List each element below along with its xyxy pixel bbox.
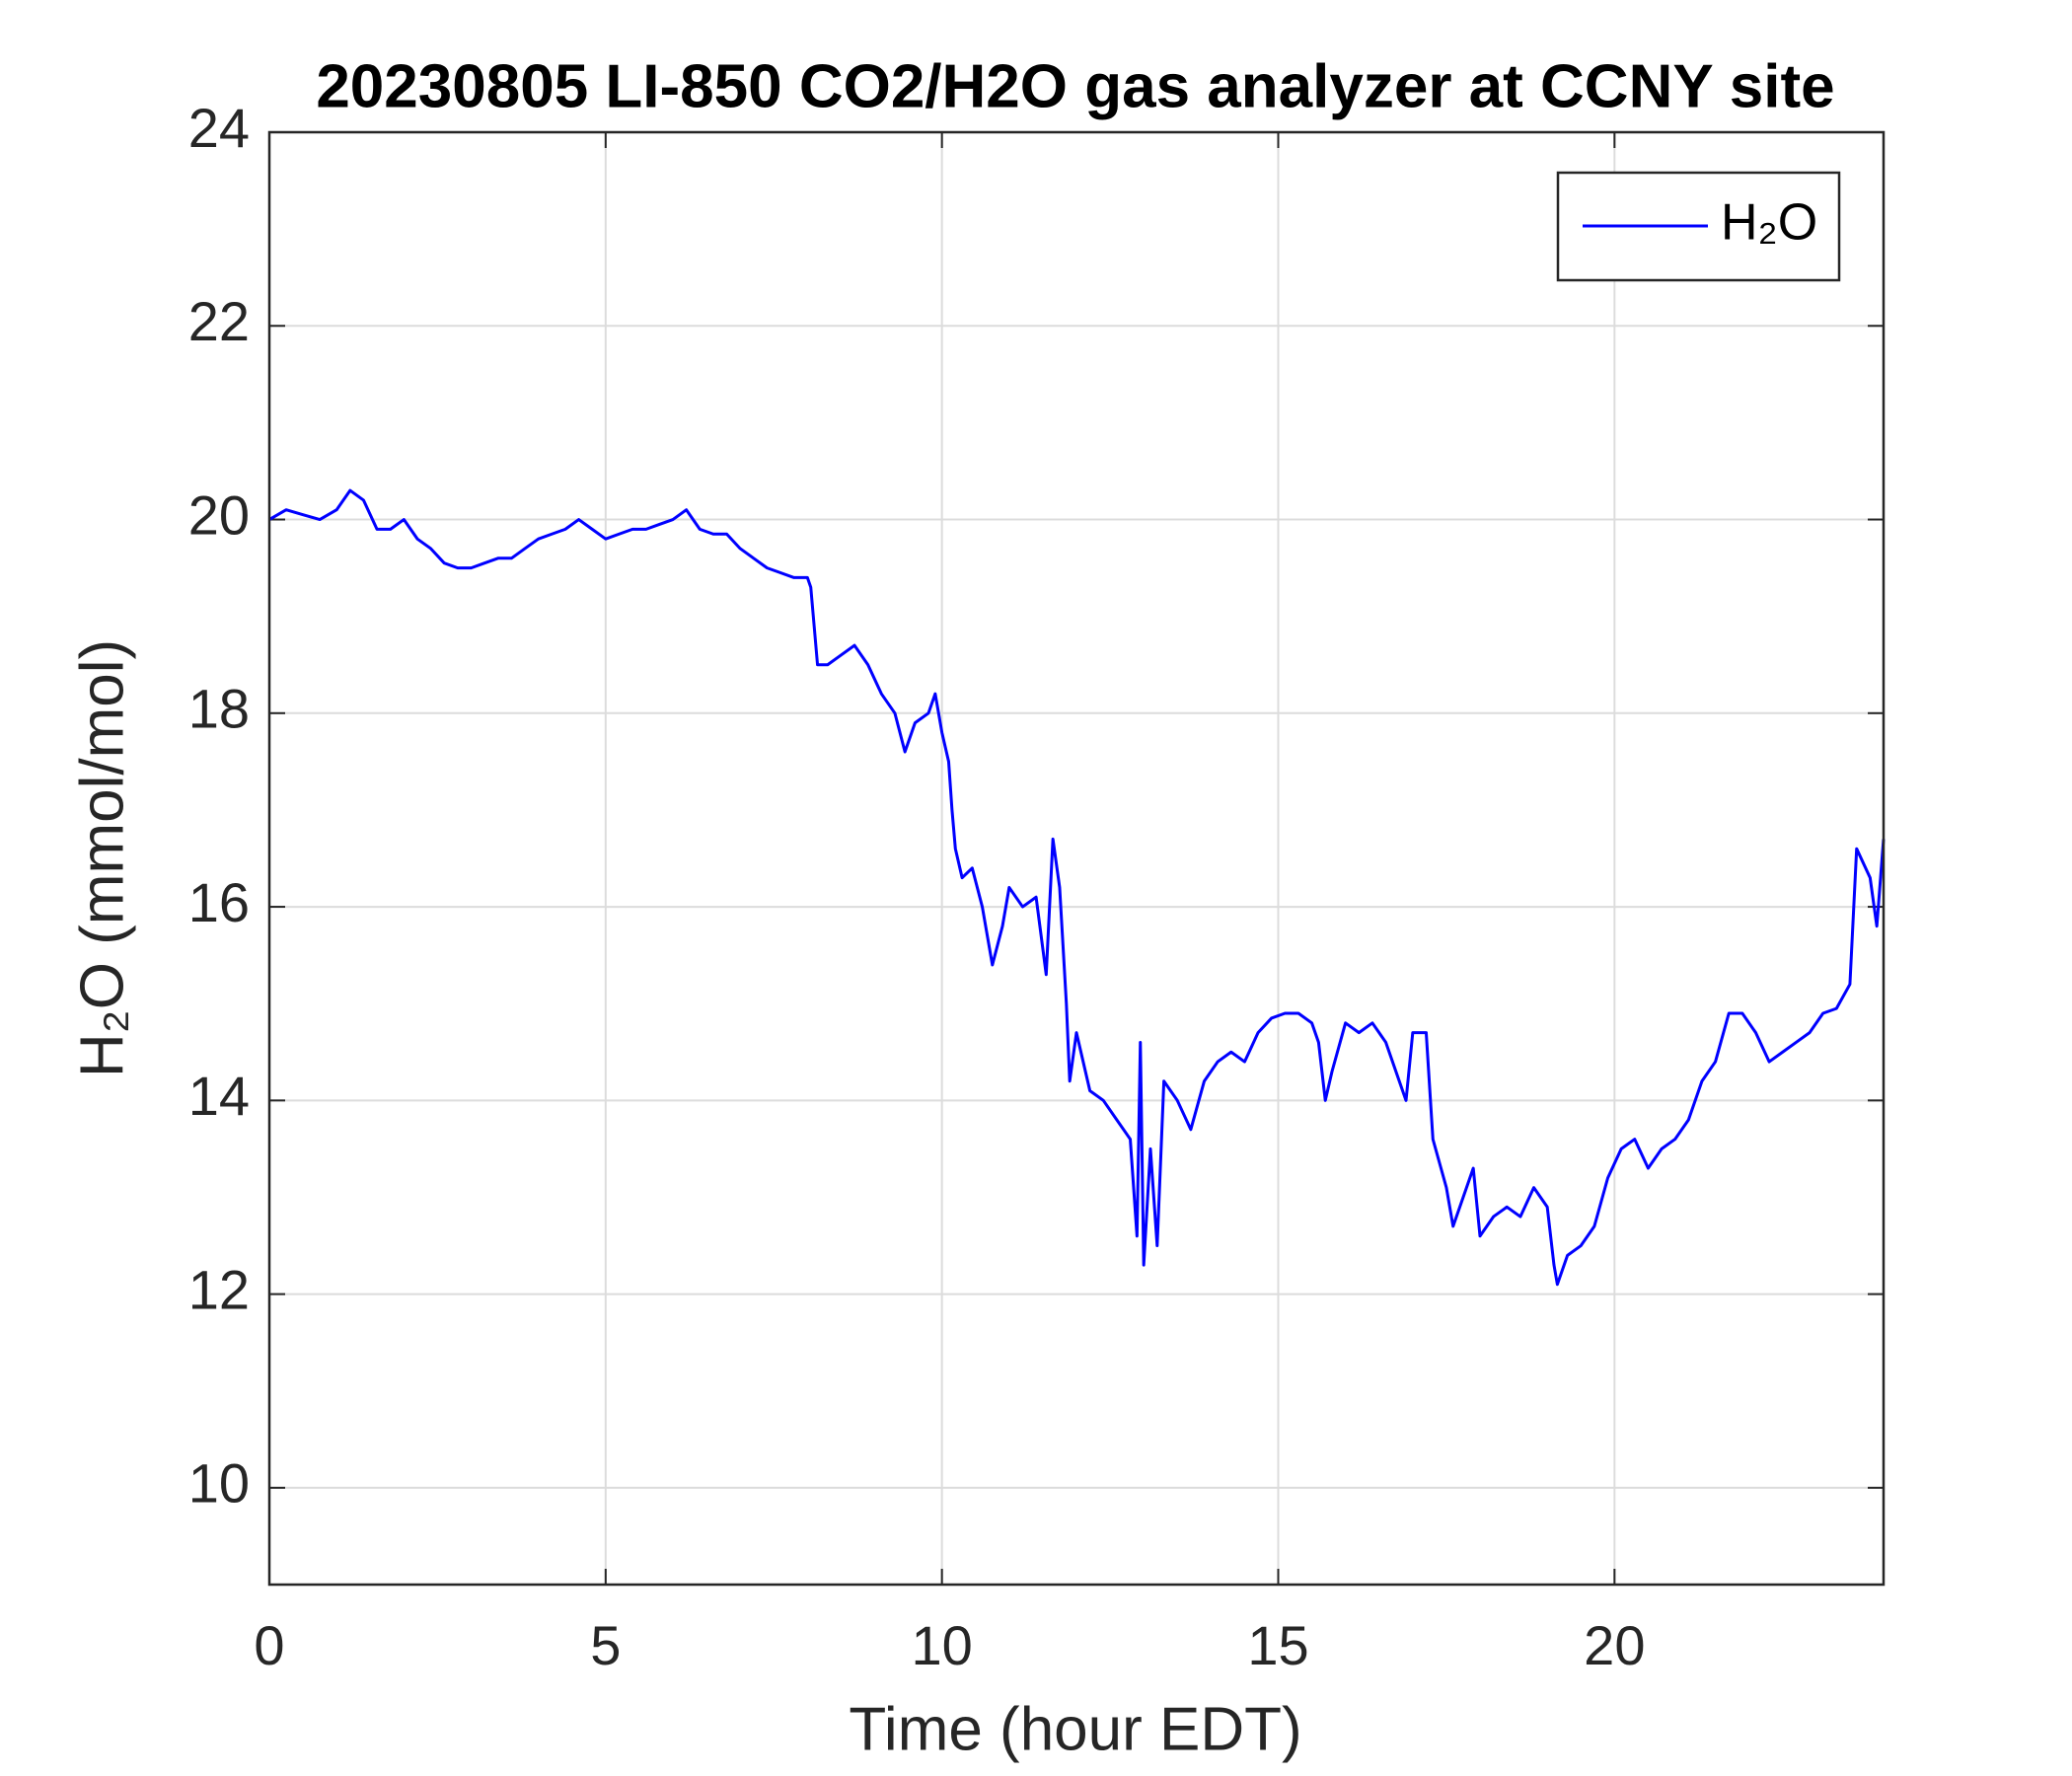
y-axis-label: H₂O (mmol/mol) [68, 639, 136, 1077]
x-tick-label: 20 [1584, 1614, 1645, 1676]
y-tick-label: 14 [188, 1065, 250, 1127]
y-tick-label: 24 [188, 97, 250, 159]
data-line [268, 488, 1886, 1287]
x-tick-label: 15 [1247, 1614, 1308, 1676]
legend-label: H₂O [1721, 194, 1817, 252]
y-tick-label: 16 [188, 871, 250, 933]
chart-title: 20230805 LI-850 CO2/H2O gas analyzer at … [316, 52, 1834, 120]
x-tick-label: 5 [590, 1614, 621, 1676]
y-tick-label: 10 [188, 1452, 250, 1515]
y-tick-label: 22 [188, 290, 250, 352]
y-tick-label: 12 [188, 1258, 250, 1320]
axes-box [267, 130, 1886, 1587]
y-tick-label: 18 [188, 678, 250, 740]
y-tick-label: 20 [188, 483, 250, 546]
x-tick-label: 0 [254, 1614, 284, 1676]
x-axis-label: Time (hour EDT) [849, 1695, 1301, 1763]
x-tick-label: 10 [912, 1614, 973, 1676]
